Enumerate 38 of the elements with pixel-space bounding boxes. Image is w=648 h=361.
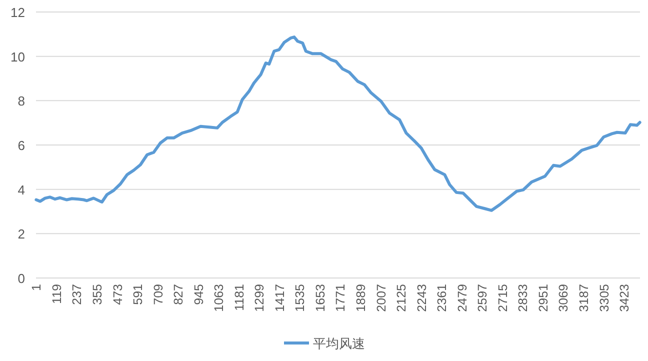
x-tick-label: 1653	[313, 284, 328, 312]
x-tick-label: 945	[192, 284, 206, 305]
x-tick-label: 2243	[414, 284, 429, 312]
x-tick-label: 1889	[354, 284, 368, 312]
x-tick-label: 3069	[556, 284, 571, 312]
x-tick-label: 2951	[536, 284, 550, 312]
x-tick-label: 2361	[435, 284, 450, 312]
x-tick-label: 1417	[272, 284, 287, 312]
y-tick-label: 6	[18, 138, 25, 153]
x-tick-label: 1771	[334, 284, 348, 312]
x-tick-label: 1299	[252, 284, 267, 312]
x-tick-label: 2715	[496, 284, 510, 312]
x-tick-label: 1535	[293, 284, 308, 312]
y-tick-label: 4	[18, 182, 25, 198]
x-tick-label: 1181	[232, 284, 246, 311]
x-tick-label: 3305	[597, 284, 612, 312]
x-tick-label: 3187	[576, 284, 591, 312]
y-tick-label: 12	[10, 5, 25, 20]
x-tick-label: 827	[172, 284, 186, 305]
x-tick-label: 2833	[516, 284, 530, 312]
y-tick-label: 10	[10, 49, 25, 64]
x-tick-label: 2597	[476, 284, 490, 312]
x-tick-label: 709	[151, 284, 166, 305]
x-tick-label: 473	[110, 284, 125, 305]
x-tick-label: 2007	[374, 284, 388, 312]
x-tick-label: 591	[131, 284, 146, 305]
x-tick-label: 1063	[212, 284, 226, 312]
y-tick-label: 0	[18, 271, 25, 286]
x-tick-label: 119	[50, 284, 64, 304]
x-tick-label: 2479	[455, 284, 470, 312]
x-tick-label: 3423	[618, 284, 632, 312]
x-tick-label: 1	[30, 284, 44, 291]
x-tick-label: 355	[90, 284, 104, 305]
y-tick-label: 8	[18, 94, 25, 109]
x-tick-label: 2125	[394, 284, 409, 312]
legend-label: 平均风速	[313, 336, 365, 351]
y-tick-label: 2	[18, 226, 25, 242]
x-tick-label: 237	[70, 284, 84, 305]
